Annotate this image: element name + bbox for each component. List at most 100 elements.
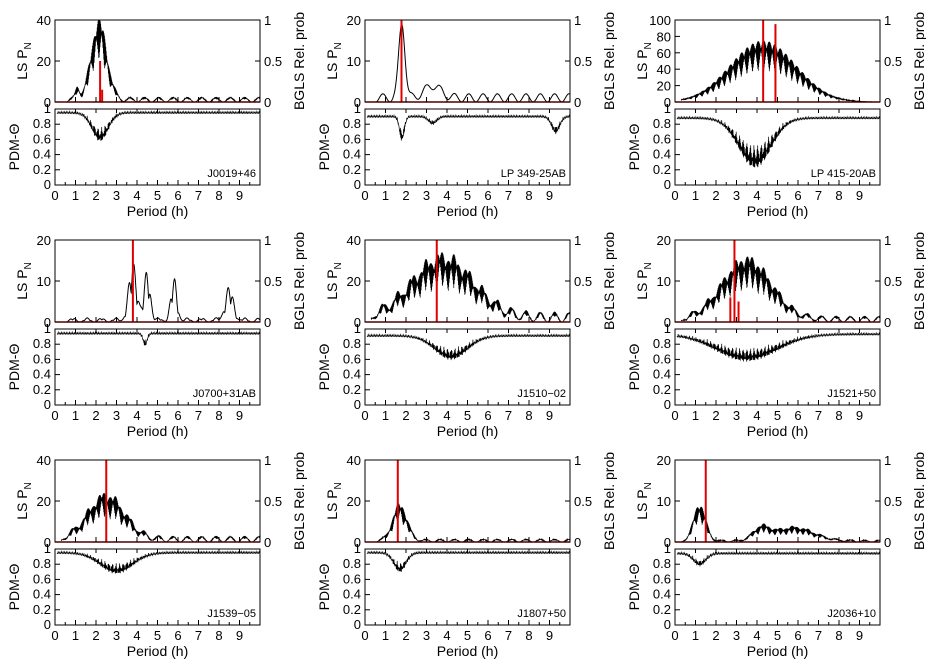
x-tick-label: 7 bbox=[815, 188, 822, 203]
ls-axis-label: LS PN bbox=[14, 262, 34, 300]
pdm-theta-line bbox=[56, 110, 261, 141]
x-tick-label: 1 bbox=[692, 408, 699, 423]
bgls-tick-label: 0.5 bbox=[574, 494, 592, 509]
ls-tick-label: 0 bbox=[44, 535, 51, 550]
x-tick-label: 9 bbox=[236, 408, 243, 423]
bgls-tick-label: 0 bbox=[574, 315, 581, 330]
x-tick-label: 8 bbox=[835, 628, 842, 643]
x-tick-label: 7 bbox=[195, 188, 202, 203]
bgls-tick-label: 0.5 bbox=[574, 54, 592, 69]
pdm-tick-label: 0.6 bbox=[33, 131, 51, 146]
pdm-axis-label: PDM-Θ bbox=[316, 344, 332, 391]
pdm-tick-label: 0.6 bbox=[33, 571, 51, 586]
bgls-tick-label: 0 bbox=[884, 535, 891, 550]
x-tick-label: 6 bbox=[484, 628, 491, 643]
ls-tick-label: 10 bbox=[37, 274, 51, 289]
x-tick-label: 1 bbox=[692, 628, 699, 643]
x-tick-label: 4 bbox=[133, 628, 140, 643]
x-tick-label: 7 bbox=[505, 408, 512, 423]
x-tick-label: 6 bbox=[794, 628, 801, 643]
ls-periodogram-line bbox=[371, 22, 571, 103]
star-name-label: J1539−05 bbox=[207, 608, 256, 620]
pdm-axis-label: PDM-Θ bbox=[316, 124, 332, 171]
x-tick-label: 4 bbox=[443, 188, 450, 203]
x-tick-label: 5 bbox=[464, 188, 471, 203]
pdm-tick-label: 0 bbox=[44, 617, 51, 632]
bgls-tick-label: 0 bbox=[884, 95, 891, 110]
ls-tick-label: 20 bbox=[657, 453, 671, 468]
bgls-tick-label: 0.5 bbox=[884, 494, 902, 509]
pdm-tick-label: 0 bbox=[354, 397, 361, 412]
pdm-tick-label: 0.8 bbox=[33, 556, 51, 571]
pdm-tick-label: 0 bbox=[354, 617, 361, 632]
x-tick-label: 0 bbox=[51, 188, 58, 203]
bgls-tick-label: 0 bbox=[264, 95, 271, 110]
ls-axis-label: LS PN bbox=[14, 482, 34, 520]
ls-tick-label: 40 bbox=[347, 453, 361, 468]
ls-tick-label: 10 bbox=[657, 274, 671, 289]
ls-axis-label: LS PN bbox=[324, 482, 344, 520]
x-tick-label: 6 bbox=[174, 628, 181, 643]
pdm-tick-label: 0.2 bbox=[33, 162, 51, 177]
x-tick-label: 7 bbox=[195, 628, 202, 643]
bgls-tick-label: 0.5 bbox=[574, 274, 592, 289]
pdm-tick-label: 1 bbox=[664, 541, 671, 556]
x-axis-label: Period (h) bbox=[747, 423, 808, 439]
pdm-tick-label: 0.8 bbox=[653, 116, 671, 131]
bgls-tick-label: 0 bbox=[264, 315, 271, 330]
x-axis-label: Period (h) bbox=[437, 643, 498, 659]
pdm-tick-label: 0.8 bbox=[343, 556, 361, 571]
x-tick-label: 3 bbox=[113, 188, 120, 203]
x-tick-label: 0 bbox=[671, 628, 678, 643]
x-tick-label: 1 bbox=[72, 408, 79, 423]
x-tick-label: 9 bbox=[546, 408, 553, 423]
x-tick-label: 5 bbox=[154, 628, 161, 643]
ls-tick-label: 40 bbox=[657, 62, 671, 77]
pdm-tick-label: 0.4 bbox=[343, 367, 361, 382]
pdm-tick-label: 0 bbox=[664, 617, 671, 632]
pdm-tick-label: 0.8 bbox=[33, 116, 51, 131]
ls-axis-label: LS PN bbox=[324, 262, 344, 300]
pdm-tick-label: 1 bbox=[354, 101, 361, 116]
ls-tick-label: 20 bbox=[657, 233, 671, 248]
pdm-axis-label: PDM-Θ bbox=[6, 124, 22, 171]
ls-axis-label: LS PN bbox=[14, 42, 34, 80]
star-name-label: J2036+10 bbox=[827, 608, 876, 620]
bgls-tick-label: 1 bbox=[264, 233, 271, 248]
x-tick-label: 8 bbox=[525, 188, 532, 203]
x-tick-label: 7 bbox=[195, 408, 202, 423]
ls-tick-label: 0 bbox=[354, 535, 361, 550]
pdm-tick-label: 0.4 bbox=[33, 587, 51, 602]
star-name-label: J1510−02 bbox=[517, 388, 566, 400]
bgls-tick-label: 0.5 bbox=[264, 54, 282, 69]
x-tick-label: 4 bbox=[133, 408, 140, 423]
pdm-tick-label: 0.6 bbox=[33, 351, 51, 366]
pdm-theta-line bbox=[366, 113, 571, 141]
bgls-axis-label: BGLS Rel. prob bbox=[601, 12, 617, 110]
pdm-theta-line bbox=[56, 330, 261, 346]
pdm-theta-line bbox=[56, 550, 261, 574]
x-tick-label: 2 bbox=[402, 188, 409, 203]
bgls-tick-label: 0.5 bbox=[264, 494, 282, 509]
pdm-tick-label: 0.4 bbox=[33, 367, 51, 382]
bgls-tick-label: 0.5 bbox=[884, 274, 902, 289]
x-tick-label: 7 bbox=[815, 628, 822, 643]
pdm-tick-label: 0 bbox=[44, 177, 51, 192]
ls-tick-label: 40 bbox=[37, 453, 51, 468]
ls-tick-label: 40 bbox=[37, 13, 51, 28]
ls-tick-label: 20 bbox=[37, 494, 51, 509]
pdm-tick-label: 1 bbox=[44, 321, 51, 336]
bgls-tick-label: 1 bbox=[574, 453, 581, 468]
x-tick-label: 3 bbox=[423, 408, 430, 423]
ls-periodogram-line bbox=[680, 256, 881, 323]
ls-periodogram-line bbox=[371, 503, 571, 543]
ls-tick-label: 0 bbox=[354, 95, 361, 110]
x-tick-label: 5 bbox=[774, 628, 781, 643]
bgls-axis-label: BGLS Rel. prob bbox=[291, 232, 307, 330]
pdm-axis-label: PDM-Θ bbox=[626, 124, 642, 171]
ls-tick-label: 20 bbox=[347, 494, 361, 509]
